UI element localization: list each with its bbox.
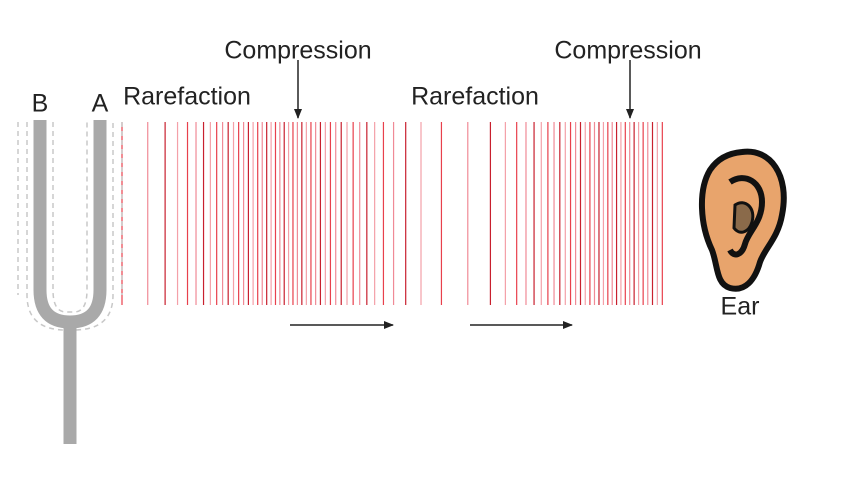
sound-wave	[121, 122, 663, 305]
prong-label: A	[92, 90, 109, 118]
compression-label: Compression	[224, 37, 371, 65]
rarefaction-label: Rarefaction	[123, 83, 251, 111]
fork-prongs	[33, 120, 107, 329]
rarefaction-label: Rarefaction	[411, 83, 539, 111]
fork-ghost	[52, 122, 88, 313]
compression-label: Compression	[554, 37, 701, 65]
fork-ghost	[17, 122, 123, 295]
ear-label: Ear	[721, 293, 760, 321]
ear-icon	[699, 148, 787, 292]
tuning-fork	[17, 120, 123, 444]
prong-label: B	[32, 90, 49, 118]
